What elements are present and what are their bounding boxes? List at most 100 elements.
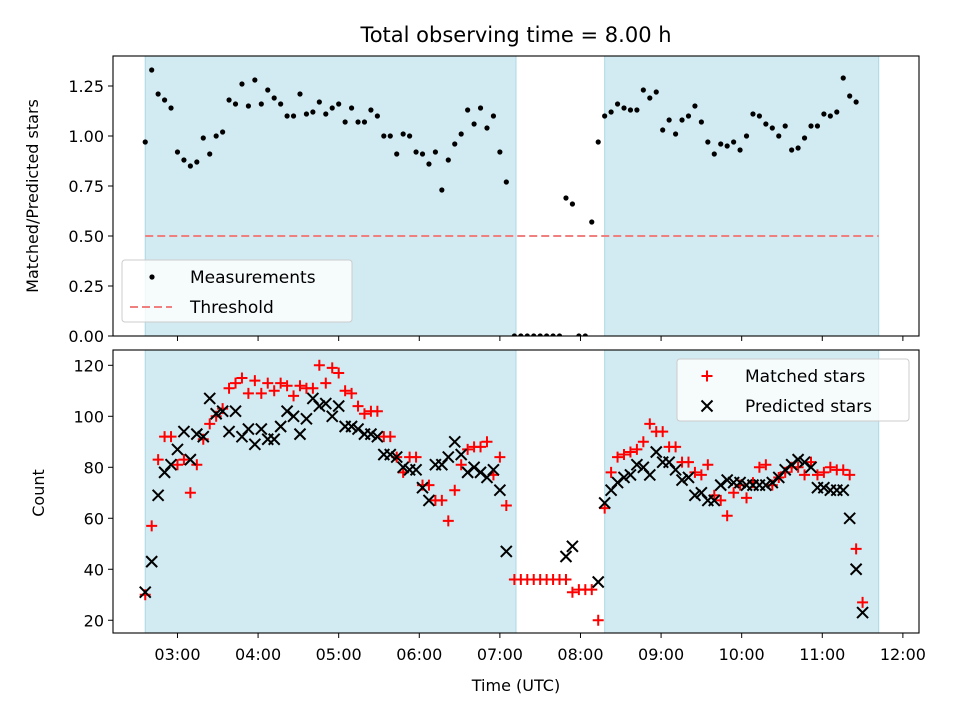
predicted-stars-point <box>300 412 313 426</box>
predicted-stars-point <box>267 433 281 446</box>
predicted-stars-point <box>493 484 507 497</box>
legend-marker-measurements <box>149 274 155 280</box>
axes-frame <box>112 55 920 337</box>
predicted-stars-point <box>319 397 332 410</box>
predicted-stars-point <box>287 410 300 423</box>
measurements-point <box>290 113 297 119</box>
matched-stars-point <box>230 377 242 389</box>
matched-stars-point <box>637 436 649 448</box>
predicted-stars-point <box>448 435 461 448</box>
measurements-point <box>666 117 672 123</box>
predicted-stars-point <box>229 404 242 418</box>
matched-stars-point <box>288 390 300 402</box>
measurements-point <box>731 139 737 145</box>
matched-stars-point <box>165 431 177 443</box>
measurements-point <box>647 95 653 101</box>
predicted-stars-point <box>442 450 455 464</box>
matched-stars-point <box>715 494 727 506</box>
y-tick-label: 60 <box>84 509 104 528</box>
measurements-point <box>518 333 524 336</box>
matched-stars-point <box>384 431 396 443</box>
predicted-stars-point <box>559 550 573 563</box>
matched-stars-point <box>586 584 598 596</box>
measurements-point <box>452 141 458 147</box>
measurements-point <box>445 157 451 163</box>
x-tick-label: 03:00 <box>154 645 200 664</box>
measurements-point <box>149 67 155 73</box>
y-tick-label: 1.25 <box>68 77 104 96</box>
measurements-point <box>368 107 374 113</box>
matched-stars-point <box>191 459 203 471</box>
measurements-point <box>782 123 788 129</box>
x-tick-label: 10:00 <box>719 645 765 664</box>
measurements-point <box>614 101 621 107</box>
measurements-point <box>531 333 537 336</box>
measurements-point <box>220 129 226 135</box>
measurements-point <box>750 111 756 117</box>
measurements-point <box>310 109 316 115</box>
y-tick-label: 0.75 <box>68 177 104 196</box>
measurements-point <box>207 151 213 157</box>
measurements-point <box>258 101 264 107</box>
predicted-stars-point <box>203 392 216 405</box>
matched-stars-point <box>462 443 474 455</box>
measurements-point <box>174 149 181 155</box>
measurements-point <box>432 149 438 155</box>
matched-stars-point <box>339 385 351 397</box>
predicted-stars-point <box>804 461 818 474</box>
predicted-stars-point <box>184 453 197 466</box>
matched-stars-point <box>184 487 196 499</box>
measurements-point <box>226 97 232 103</box>
measurements-point <box>827 113 833 119</box>
predicted-stars-point <box>617 471 631 484</box>
matched-stars-point <box>857 596 869 608</box>
predicted-stars-point <box>487 463 500 477</box>
matched-stars-point <box>605 466 617 478</box>
measurements-point <box>608 109 614 115</box>
x-tick-label: 07:00 <box>477 645 523 664</box>
measurements-point <box>524 333 530 336</box>
matched-stars-point <box>644 418 656 430</box>
predicted-stars-point <box>255 422 268 436</box>
measurements-point <box>801 135 808 141</box>
predicted-stars-point <box>598 496 611 510</box>
predicted-stars-point <box>422 494 436 507</box>
matched-stars-point <box>721 510 733 522</box>
y-tick-label: 1.00 <box>68 127 104 146</box>
predicted-stars-point <box>242 422 255 436</box>
measurements-point <box>705 139 711 145</box>
matched-stars-point <box>753 461 765 473</box>
matched-stars-point <box>805 456 817 468</box>
predicted-stars-point <box>592 575 605 589</box>
measurements-point <box>537 333 543 336</box>
matched-stars-point <box>599 502 611 514</box>
y-tick-label: 80 <box>84 458 104 477</box>
predicted-stars-point <box>313 399 326 413</box>
measurements-point <box>252 77 258 83</box>
matched-stars-point <box>275 377 287 389</box>
measurements-point <box>458 131 464 137</box>
matched-stars-point <box>449 484 461 496</box>
matched-stars-point <box>223 382 235 394</box>
matched-stars-point <box>249 375 261 387</box>
matched-stars-point <box>436 494 448 506</box>
measurements-point <box>576 333 582 336</box>
measurements-point <box>711 151 717 157</box>
top-y-axis-label: Matched/Predicted stars <box>23 99 42 293</box>
bottom-panel: 20 40 60 80 100 120 03:00 04:00 05:00 06:00 07:00 0… <box>73 349 926 664</box>
measurements-point <box>511 333 517 336</box>
measurements-point <box>213 133 219 139</box>
measurements-point <box>550 333 556 336</box>
measurements-point <box>200 135 206 141</box>
predicted-stars-point <box>630 458 644 471</box>
measurements-point <box>679 117 685 123</box>
predicted-stars-point <box>817 481 831 494</box>
predicted-stars-point <box>708 494 721 507</box>
measurements-point <box>342 119 348 125</box>
measurements-point <box>763 121 769 127</box>
predicted-stars-point <box>293 427 307 441</box>
measurements-point <box>795 145 801 151</box>
matched-stars-point <box>824 461 836 473</box>
matched-stars-point <box>255 387 267 399</box>
x-tick-label: 06:00 <box>396 645 442 664</box>
